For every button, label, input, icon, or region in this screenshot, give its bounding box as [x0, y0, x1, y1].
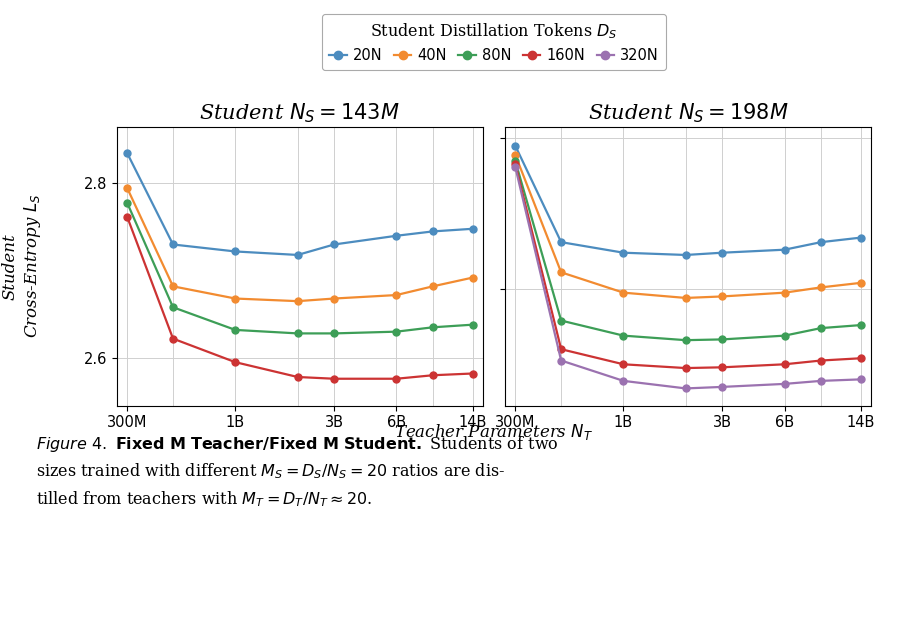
Text: $\it{Figure\ 4.}$ $\mathbf{Fixed}$ $\mathit{\mathbf{M}}$ $\mathbf{Teacher/Fixed}: $\it{Figure\ 4.}$ $\mathbf{Fixed}$ $\mat…	[36, 434, 559, 508]
Title: Student $N_S = 143M$: Student $N_S = 143M$	[199, 102, 401, 126]
Legend: 20N, 40N, 80N, 160N, 320N: 20N, 40N, 80N, 160N, 320N	[321, 14, 666, 70]
Text: Teacher Parameters $N_T$: Teacher Parameters $N_T$	[394, 422, 594, 442]
Title: Student $N_S = 198M$: Student $N_S = 198M$	[587, 102, 788, 126]
Text: Student
Cross-Entropy $L_S$: Student Cross-Entropy $L_S$	[2, 194, 43, 339]
